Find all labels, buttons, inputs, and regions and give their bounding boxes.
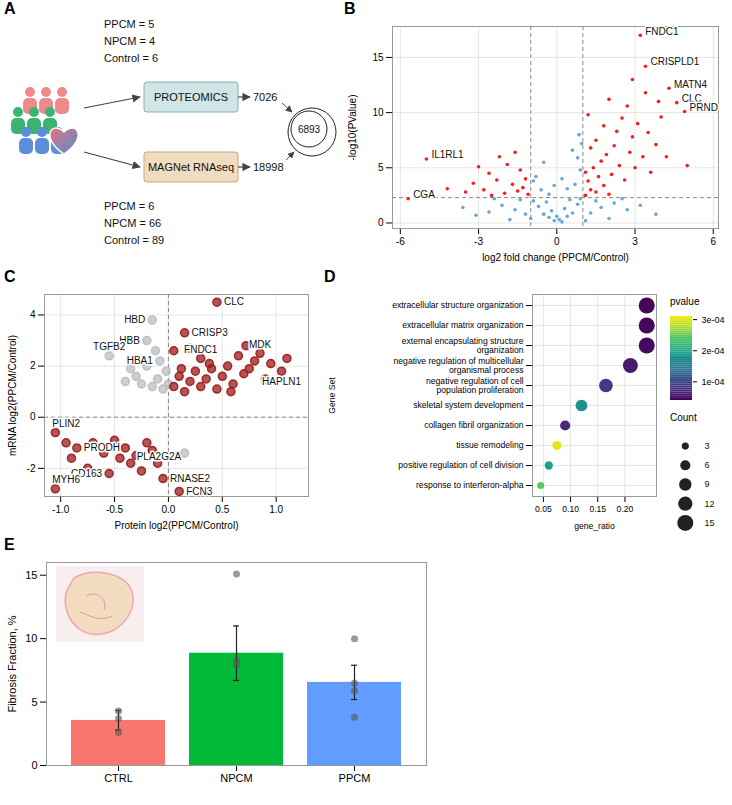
svg-text:PRODH: PRODH — [84, 442, 120, 453]
svg-text:negative regulation of multice: negative regulation of multicellularorga… — [394, 356, 524, 375]
svg-text:NPCM = 66: NPCM = 66 — [104, 217, 161, 229]
svg-text:15: 15 — [705, 518, 715, 528]
svg-text:Protein log2(PPCM/Control): Protein log2(PPCM/Control) — [115, 520, 239, 531]
svg-text:PROTEOMICS: PROTEOMICS — [154, 91, 228, 103]
svg-text:7026: 7026 — [253, 91, 277, 103]
svg-text:5: 5 — [378, 162, 384, 173]
svg-text:CLC: CLC — [224, 296, 244, 307]
svg-text:1.0: 1.0 — [269, 504, 283, 515]
svg-text:FNDC1: FNDC1 — [645, 26, 679, 37]
svg-text:HAPLN1: HAPLN1 — [262, 376, 301, 387]
svg-text:6: 6 — [711, 236, 717, 247]
svg-text:0.5: 0.5 — [215, 504, 229, 515]
svg-text:6: 6 — [705, 460, 710, 470]
svg-text:CLC: CLC — [681, 92, 702, 104]
html-text:B: B — [344, 0, 356, 17]
html-text:E: E — [4, 536, 15, 553]
svg-text:0.10: 0.10 — [562, 504, 579, 514]
svg-text:RNASE2: RNASE2 — [170, 473, 210, 484]
svg-text:extracellular matrix organizat: extracellular matrix organization — [402, 320, 524, 330]
svg-text:MATN4: MATN4 — [674, 79, 708, 90]
svg-text:HBD: HBD — [124, 314, 145, 325]
svg-text:9: 9 — [705, 479, 710, 489]
svg-text:PLIN2: PLIN2 — [52, 418, 80, 429]
svg-text:CTRL: CTRL — [104, 772, 133, 784]
svg-text:response to interferon-alpha: response to interferon-alpha — [416, 480, 524, 490]
svg-text:0.15: 0.15 — [589, 504, 606, 514]
svg-text:IL1RL1: IL1RL1 — [431, 149, 464, 160]
svg-text:-2: -2 — [27, 463, 36, 474]
svg-text:gene_ratio: gene_ratio — [574, 521, 615, 531]
svg-text:TGFB2: TGFB2 — [93, 341, 126, 352]
svg-text:Gene Set: Gene Set — [327, 377, 337, 414]
html-text:A: A — [4, 0, 16, 17]
svg-text:CRISP3: CRISP3 — [192, 327, 229, 338]
svg-text:0.20: 0.20 — [617, 504, 634, 514]
svg-text:PPCM: PPCM — [339, 772, 371, 784]
svg-text:10: 10 — [372, 107, 384, 118]
svg-text:positive regulation of cell di: positive regulation of cell division — [398, 460, 523, 470]
svg-text:4: 4 — [30, 309, 36, 320]
svg-text:tissue remodeling: tissue remodeling — [456, 440, 524, 450]
svg-text:1e-04: 1e-04 — [702, 377, 725, 387]
svg-text:-log10(PValue): -log10(PValue) — [347, 95, 358, 161]
svg-text:12: 12 — [705, 499, 715, 509]
svg-text:5: 5 — [31, 696, 37, 708]
svg-text:MAGNet RNAseq: MAGNet RNAseq — [148, 161, 234, 173]
html-text:pvalue: pvalue — [670, 296, 700, 307]
svg-text:6893: 6893 — [298, 124, 321, 135]
svg-text:3e-04: 3e-04 — [702, 314, 725, 324]
html-text:Count: Count — [670, 412, 697, 423]
svg-text:0.0: 0.0 — [161, 504, 175, 515]
svg-text:PPCM = 6: PPCM = 6 — [104, 200, 154, 212]
svg-text:PPCM = 5: PPCM = 5 — [104, 18, 154, 30]
html-text:D: D — [324, 268, 336, 285]
svg-text:FCN3: FCN3 — [186, 486, 213, 497]
svg-text:3: 3 — [705, 441, 710, 451]
svg-text:15: 15 — [25, 569, 37, 581]
svg-text:Control = 89: Control = 89 — [104, 234, 164, 246]
svg-text:extracellular structure organi: extracellular structure organization — [392, 300, 524, 310]
svg-text:skeletal system development: skeletal system development — [413, 400, 524, 410]
svg-text:0: 0 — [554, 236, 560, 247]
svg-text:2e-04: 2e-04 — [702, 346, 725, 356]
svg-text:external encapsulating structu: external encapsulating structureorganiza… — [402, 336, 524, 355]
svg-text:-6: -6 — [396, 236, 405, 247]
svg-text:log2 fold change (PPCM/Control: log2 fold change (PPCM/Control) — [482, 252, 629, 263]
svg-text:CD163: CD163 — [71, 467, 103, 479]
html-text:C: C — [4, 268, 16, 285]
svg-text:PRND: PRND — [690, 102, 718, 113]
svg-text:-3: -3 — [474, 236, 483, 247]
svg-text:Control = 6: Control = 6 — [104, 52, 158, 64]
svg-text:0: 0 — [30, 411, 36, 422]
svg-text:0.05: 0.05 — [535, 504, 552, 514]
svg-text:CRISPLD1: CRISPLD1 — [650, 56, 699, 67]
svg-text:HBB: HBB — [119, 334, 140, 346]
svg-text:18998: 18998 — [253, 161, 284, 173]
svg-text:MDK: MDK — [249, 339, 272, 350]
svg-text:MYH6: MYH6 — [52, 474, 80, 485]
svg-text:0: 0 — [378, 217, 384, 228]
svg-text:HBA1: HBA1 — [127, 355, 154, 366]
svg-text:-1.0: -1.0 — [52, 504, 70, 515]
svg-text:10: 10 — [25, 632, 37, 644]
svg-text:3: 3 — [632, 236, 638, 247]
svg-text:collagen fibril organization: collagen fibril organization — [424, 420, 524, 430]
svg-text:2: 2 — [30, 360, 36, 371]
svg-text:negative regulation of cellpop: negative regulation of cellpopulation pr… — [426, 376, 524, 395]
svg-text:15: 15 — [372, 52, 384, 63]
svg-text:PLA2G2A: PLA2G2A — [137, 451, 182, 462]
svg-text:CGA: CGA — [413, 189, 435, 200]
svg-text:NPCM: NPCM — [220, 772, 252, 784]
svg-text:mRNA log2(PPCM/Control): mRNA log2(PPCM/Control) — [7, 335, 18, 456]
svg-text:-0.5: -0.5 — [106, 504, 124, 515]
svg-text:FNDC1: FNDC1 — [184, 344, 218, 355]
svg-text:0: 0 — [31, 759, 37, 771]
svg-text:NPCM = 4: NPCM = 4 — [104, 35, 155, 47]
svg-text:Fibrosis Fraction, %: Fibrosis Fraction, % — [6, 615, 18, 712]
